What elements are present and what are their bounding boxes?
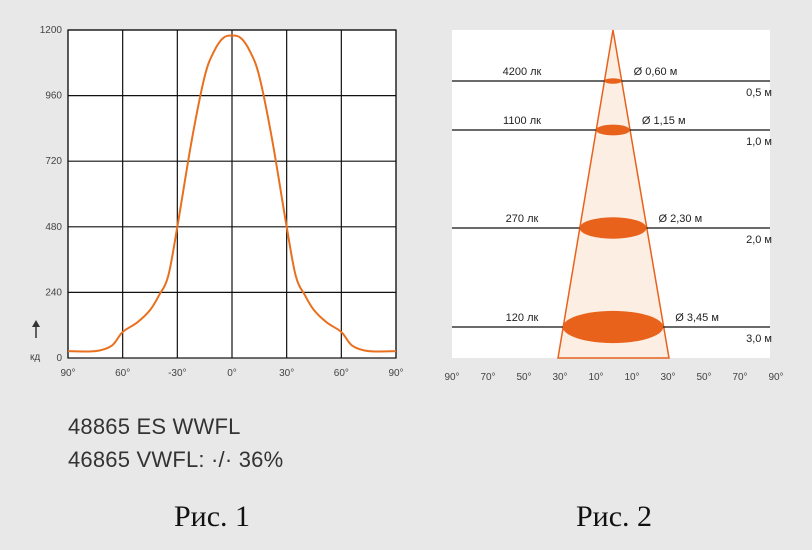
- chart2-x-tick-label: 30°: [552, 372, 567, 383]
- chart1-x-tick-label: -30°: [168, 368, 186, 379]
- chart2-x-tick-label: 30°: [660, 372, 675, 383]
- chart2-x-tick-label: 90°: [768, 372, 783, 383]
- chart1-y-tick-labels: 0 240 480 720 960 1200: [40, 25, 63, 364]
- beam-spread-diagram: 4200 лк Ø 0,60 м 0,5 м 1100 лк Ø 1,15 м 1,0 м…: [444, 29, 784, 383]
- chart1-x-tick-labels: 90° 60° -30° 0° 30° 60° 90°: [60, 368, 403, 379]
- chart2-x-tick-label: 10°: [624, 372, 639, 383]
- chart2-x-tick-label: 70°: [732, 372, 747, 383]
- chart1-y-axis-label: кд: [30, 352, 40, 363]
- chart1-y-tick-label: 960: [45, 91, 62, 102]
- distance-label: 2,0 м: [746, 234, 772, 246]
- model-note-1: 48865 ES WWFL: [68, 414, 241, 439]
- chart2-x-tick-label: 50°: [696, 372, 711, 383]
- chart2-x-tick-label: 70°: [480, 372, 495, 383]
- diameter-label: Ø 2,30 м: [659, 213, 703, 225]
- chart1-y-tick-label: 240: [45, 287, 62, 298]
- figure-2-caption: Рис. 2: [576, 500, 653, 533]
- diameter-label: Ø 1,15 м: [642, 115, 686, 127]
- chart1-x-tick-label: 30°: [279, 368, 294, 379]
- light-spot: [604, 78, 622, 84]
- chart1-grid: [67, 29, 397, 359]
- distance-label: 3,0 м: [746, 333, 772, 345]
- chart1-y-tick-label: 1200: [40, 25, 63, 36]
- intensity-curve: [67, 34, 397, 353]
- chart1-x-tick-label: 60°: [334, 368, 349, 379]
- lux-label: 1100 лк: [503, 115, 541, 127]
- figure-1-caption: Рис. 1: [174, 500, 251, 533]
- beam-levels: 4200 лк Ø 0,60 м 0,5 м 1100 лк Ø 1,15 м 1,0 м…: [452, 66, 772, 345]
- chart1-x-tick-label: 90°: [60, 368, 75, 379]
- diameter-label: Ø 3,45 м: [675, 312, 719, 324]
- chart1-y-tick-label: 720: [45, 156, 62, 167]
- chart1-frame: [67, 29, 397, 359]
- chart1-y-tick-label: 480: [45, 222, 62, 233]
- distance-label: 0,5 м: [746, 87, 772, 99]
- light-spot: [579, 217, 647, 239]
- chart1-y-tick-label: 0: [56, 353, 62, 364]
- lux-label: 270 лк: [506, 213, 539, 225]
- chart2-x-tick-label: 50°: [516, 372, 531, 383]
- chart2-x-tick-label: 10°: [588, 372, 603, 383]
- lux-label: 120 лк: [506, 312, 539, 324]
- chart2-x-tick-labels: 90° 70° 50° 30° 10° 10° 30° 50° 70° 90°: [444, 372, 783, 383]
- chart1-x-tick-label: 0°: [227, 368, 237, 379]
- diameter-label: Ø 0,60 м: [634, 66, 678, 78]
- y-axis-arrow: [32, 320, 40, 338]
- chart1-x-tick-label: 60°: [115, 368, 130, 379]
- distance-label: 1,0 м: [746, 136, 772, 148]
- chart1-x-tick-label: 90°: [388, 368, 403, 379]
- chart2-x-tick-label: 90°: [444, 372, 459, 383]
- light-spot: [596, 124, 630, 136]
- beam-cone: [557, 29, 670, 359]
- light-spot: [562, 310, 664, 344]
- light-intensity-chart: 0 240 480 720 960 1200 90° 60° -30° 0° 30° 60° 90° …: [30, 25, 404, 379]
- lux-label: 4200 лк: [503, 66, 542, 78]
- model-note-2: 46865 VWFL: ·/· 36%: [68, 447, 284, 472]
